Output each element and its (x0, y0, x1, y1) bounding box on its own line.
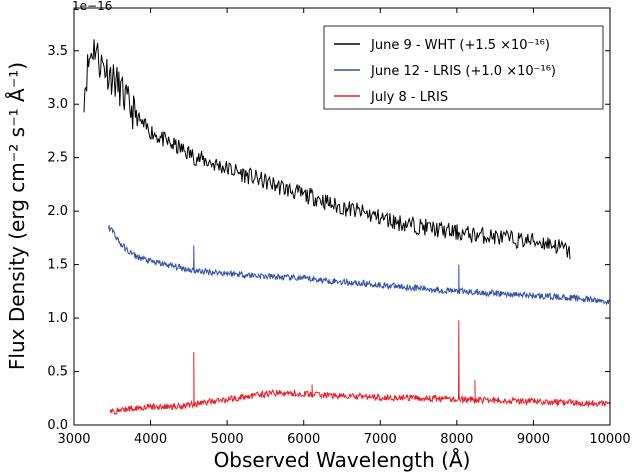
y-tick-label: 0.0 (47, 418, 68, 433)
plot-lines (83, 39, 611, 415)
x-tick-label: 4000 (134, 432, 167, 447)
legend: June 9 - WHT (+1.5 ×10⁻¹⁶) June 12 - LRIS… (323, 25, 604, 110)
y-axis-title: Flux Density (erg cm⁻² s⁻¹ Å⁻¹) (5, 62, 29, 370)
x-axis-title: Observed Wavelength (Å) (214, 448, 471, 472)
series-line-1 (83, 39, 571, 260)
x-tick-label: 7000 (364, 432, 397, 447)
y-tick-label: 3.0 (47, 97, 68, 112)
series-line-3 (109, 320, 611, 415)
y-tick-label: 3.5 (47, 44, 68, 59)
x-tick-label: 8000 (440, 432, 473, 447)
legend-box (323, 25, 604, 110)
x-tick-label: 6000 (287, 432, 320, 447)
axis-ticks: 3000 4000 5000 6000 7000 8000 9000 10000 0.0 0.5 1… (47, 8, 631, 447)
legend-label-1: June 9 - WHT (+1.5 ×10⁻¹⁶) (370, 38, 550, 53)
y-tick-label: 2.0 (47, 204, 68, 219)
x-tick-label: 3000 (57, 432, 90, 447)
x-tick-label: 10000 (589, 432, 630, 447)
y-tick-label: 2.5 (47, 151, 68, 166)
plot-frame (73, 7, 611, 426)
x-tick-label: 9000 (517, 432, 550, 447)
y-tick-label: 0.5 (47, 365, 68, 380)
legend-label-2: June 12 - LRIS (+1.0 ×10⁻¹⁶) (370, 64, 556, 79)
offset-text: 1e−16 (72, 0, 112, 13)
y-tick-label: 1.5 (47, 258, 68, 273)
x-tick-label: 5000 (211, 432, 244, 447)
series-line-2 (108, 225, 610, 306)
y-tick-label: 1.0 (47, 311, 68, 326)
legend-label-3: July 8 - LRIS (370, 90, 448, 105)
